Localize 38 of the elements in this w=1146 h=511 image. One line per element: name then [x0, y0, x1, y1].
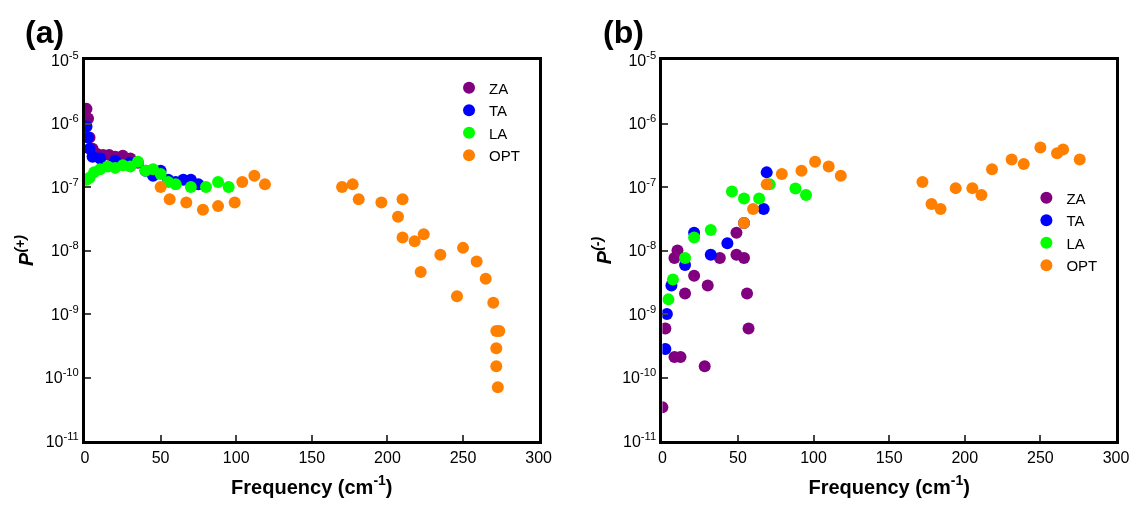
- x-axis-title: Frequency (cm$^{-1}$): [808, 472, 970, 498]
- y-tick-label: 10$^{-6}$: [628, 112, 657, 133]
- x-tick-label: 300: [525, 449, 553, 467]
- x-tick-label: 150: [298, 449, 326, 467]
- x-tick-label: 250: [1027, 449, 1054, 467]
- chart-title: (b): [603, 14, 644, 50]
- x-tick-label: 100: [800, 449, 828, 467]
- x-tick-label: 100: [222, 449, 250, 467]
- x-tick-label: 200: [951, 449, 979, 467]
- legend-label: ZA: [1066, 189, 1086, 207]
- x-tick-label: 200: [374, 449, 401, 467]
- legend-label: TA: [1066, 212, 1085, 230]
- x-tick-label: 50: [729, 449, 747, 467]
- x-tick-label: 300: [1102, 449, 1130, 467]
- y-tick-label: 10$^{-11}$: [623, 429, 657, 450]
- y-tick-label: 10$^{-11}$: [45, 429, 79, 450]
- y-tick-label: 10$^{-8}$: [51, 239, 79, 260]
- legend-label: LA: [489, 124, 508, 142]
- y-tick-label: 10$^{-9}$: [628, 302, 657, 323]
- legend-label: TA: [489, 102, 508, 120]
- x-tick-label: 0: [80, 449, 90, 467]
- x-tick-label: 150: [875, 449, 903, 467]
- legend-label: ZA: [489, 79, 509, 97]
- legend-label: LA: [1066, 234, 1085, 252]
- x-tick-label: 0: [657, 449, 667, 467]
- y-tick-label: 10$^{-6}$: [51, 112, 79, 133]
- x-tick-label: 50: [151, 449, 170, 467]
- y-tick-label: 10$^{-7}$: [628, 175, 657, 196]
- x-axis-title: Frequency (cm$^{-1}$): [231, 472, 393, 498]
- y-tick-label: 10$^{-10}$: [44, 366, 79, 387]
- x-tick-label: 250: [449, 449, 477, 467]
- legend-label: OPT: [1066, 257, 1098, 275]
- chart-title: (a): [25, 14, 65, 50]
- y-tick-label: 10$^{-7}$: [51, 175, 79, 196]
- y-tick-label: 10$^{-9}$: [51, 302, 79, 323]
- y-tick-label: 10$^{-8}$: [628, 239, 657, 260]
- y-tick-label: 10$^{-10}$: [622, 366, 657, 387]
- legend-label: OPT: [489, 147, 520, 165]
